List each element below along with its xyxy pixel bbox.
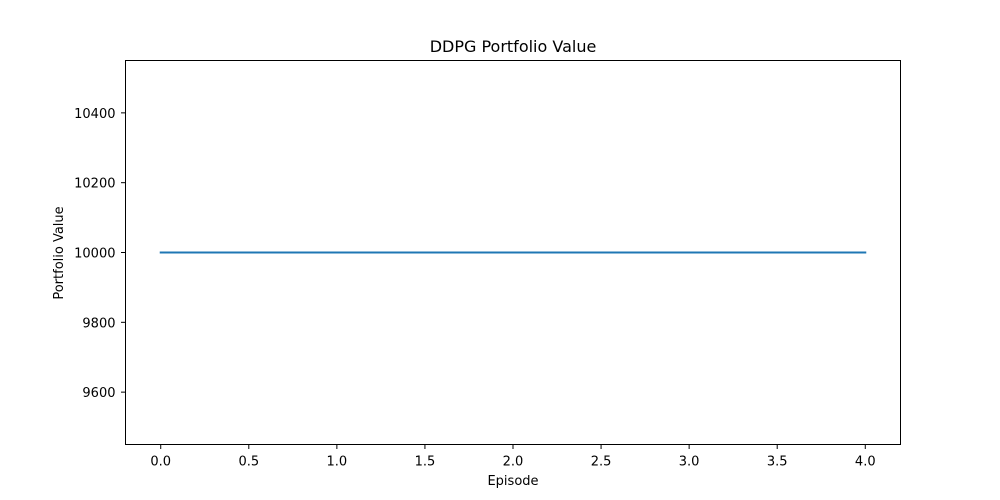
- x-tick-label: 1.0: [327, 455, 348, 470]
- x-axis-ticks: 0.0 0.5 1.0 1.5 2.0 2.5 3.0 3.5 4.0: [150, 444, 876, 470]
- y-tick-label: 10200: [74, 177, 115, 192]
- y-tick-label: 9800: [82, 316, 115, 331]
- x-axis-label: Episode: [487, 474, 538, 489]
- y-tick-label: 9600: [82, 386, 115, 401]
- x-tick-label: 0.0: [150, 455, 171, 470]
- x-tick-label: 2.5: [591, 455, 612, 470]
- x-tick-label: 1.5: [415, 455, 436, 470]
- y-tick-label: 10400: [74, 107, 115, 122]
- x-tick-label: 0.5: [238, 455, 259, 470]
- x-tick-label: 3.0: [679, 455, 700, 470]
- y-axis-label: Portfolio Value: [52, 206, 67, 299]
- y-axis-ticks: 9600 9800 10000 10200 10400: [74, 107, 126, 401]
- chart-title: DDPG Portfolio Value: [430, 37, 597, 56]
- x-tick-label: 3.5: [767, 455, 788, 470]
- x-tick-label: 4.0: [855, 455, 876, 470]
- y-tick-label: 10000: [74, 247, 115, 262]
- x-tick-label: 2.0: [503, 455, 524, 470]
